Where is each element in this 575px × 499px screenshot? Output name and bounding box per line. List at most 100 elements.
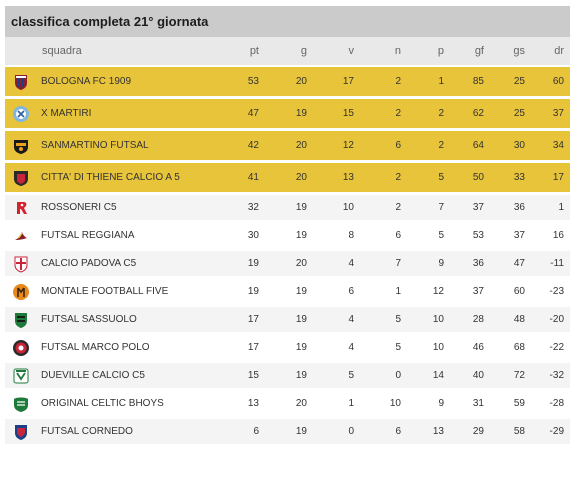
stat-v: 10 (313, 195, 360, 223)
stat-dr: -11 (531, 251, 570, 279)
stat-v: 12 (313, 131, 360, 163)
stat-gf: 62 (450, 99, 490, 131)
stat-gs: 30 (490, 131, 531, 163)
stat-gf: 50 (450, 163, 490, 195)
table-row[interactable]: MONTALE FOOTBALL FIVE 19 19 6 1 12 37 60 -23 (5, 279, 570, 307)
header-n[interactable]: n (360, 37, 407, 67)
stat-pt: 32 (206, 195, 265, 223)
stat-g: 19 (265, 195, 313, 223)
stat-v: 4 (313, 307, 360, 335)
header-gs[interactable]: gs (490, 37, 531, 67)
stat-gs: 60 (490, 279, 531, 307)
stat-gs: 25 (490, 67, 531, 99)
stat-g: 20 (265, 391, 313, 419)
team-logo-cell (5, 163, 37, 195)
stat-n: 5 (360, 307, 407, 335)
table-row[interactable]: FUTSAL REGGIANA 30 19 8 6 5 53 37 16 (5, 223, 570, 251)
table-row[interactable]: X MARTIRI 47 19 15 2 2 62 25 37 (5, 99, 570, 131)
table-header-row: squadra pt g v n p gf gs dr (5, 37, 570, 67)
stat-p: 5 (407, 163, 450, 195)
stat-dr: 1 (531, 195, 570, 223)
table-row[interactable]: FUTSAL SASSUOLO 17 19 4 5 10 28 48 -20 (5, 307, 570, 335)
table-row[interactable]: SANMARTINO FUTSAL 42 20 12 6 2 64 30 34 (5, 131, 570, 163)
stat-gf: 64 (450, 131, 490, 163)
stat-n: 2 (360, 99, 407, 131)
stat-g: 19 (265, 307, 313, 335)
stat-dr: -23 (531, 279, 570, 307)
standings-panel: classifica completa 21° giornata squadra… (5, 6, 570, 447)
stat-g: 20 (265, 131, 313, 163)
team-name[interactable]: ORIGINAL CELTIC BHOYS (37, 391, 206, 419)
team-name[interactable]: CITTA' DI THIENE CALCIO A 5 (37, 163, 206, 195)
team-logo-cell (5, 67, 37, 99)
stat-g: 20 (265, 163, 313, 195)
stat-dr: -28 (531, 391, 570, 419)
stat-n: 6 (360, 223, 407, 251)
stat-gf: 37 (450, 195, 490, 223)
team-name[interactable]: FUTSAL MARCO POLO (37, 335, 206, 363)
stat-gf: 36 (450, 251, 490, 279)
team-logo-cell (5, 223, 37, 251)
team-name[interactable]: FUTSAL CORNEDO (37, 419, 206, 447)
team-logo-cell (5, 307, 37, 335)
team-logo-cell (5, 195, 37, 223)
table-row[interactable]: CALCIO PADOVA C5 19 20 4 7 9 36 47 -11 (5, 251, 570, 279)
table-row[interactable]: DUEVILLE CALCIO C5 15 19 5 0 14 40 72 -32 (5, 363, 570, 391)
stat-p: 12 (407, 279, 450, 307)
header-pt[interactable]: pt (206, 37, 265, 67)
reggiana-crest-icon (12, 227, 30, 245)
stat-v: 6 (313, 279, 360, 307)
table-row[interactable]: FUTSAL MARCO POLO 17 19 4 5 10 46 68 -22 (5, 335, 570, 363)
stat-g: 19 (265, 223, 313, 251)
team-name[interactable]: DUEVILLE CALCIO C5 (37, 363, 206, 391)
stat-dr: 34 (531, 131, 570, 163)
stat-p: 10 (407, 335, 450, 363)
table-row[interactable]: ORIGINAL CELTIC BHOYS 13 20 1 10 9 31 59 -28 (5, 391, 570, 419)
table-row[interactable]: FUTSAL CORNEDO 6 19 0 6 13 29 58 -29 (5, 419, 570, 447)
team-name[interactable]: FUTSAL REGGIANA (37, 223, 206, 251)
team-name[interactable]: ROSSONERI C5 (37, 195, 206, 223)
stat-dr: 60 (531, 67, 570, 99)
table-row[interactable]: BOLOGNA FC 1909 53 20 17 2 1 85 25 60 (5, 67, 570, 99)
team-logo-cell (5, 99, 37, 131)
stat-gf: 40 (450, 363, 490, 391)
team-name[interactable]: X MARTIRI (37, 99, 206, 131)
stat-n: 2 (360, 195, 407, 223)
stat-n: 6 (360, 419, 407, 447)
stat-n: 6 (360, 131, 407, 163)
team-name[interactable]: CALCIO PADOVA C5 (37, 251, 206, 279)
stat-pt: 15 (206, 363, 265, 391)
header-v[interactable]: v (313, 37, 360, 67)
stat-dr: -29 (531, 419, 570, 447)
stat-g: 19 (265, 335, 313, 363)
stat-pt: 30 (206, 223, 265, 251)
padova-crest-icon (12, 255, 30, 273)
header-squadra[interactable]: squadra (37, 37, 206, 67)
stat-dr: -32 (531, 363, 570, 391)
stat-gf: 46 (450, 335, 490, 363)
bologna-crest-icon (12, 73, 30, 91)
team-name[interactable]: FUTSAL SASSUOLO (37, 307, 206, 335)
x-martiri-crest-icon (12, 105, 30, 123)
table-row[interactable]: CITTA' DI THIENE CALCIO A 5 41 20 13 2 5 50 33 1… (5, 163, 570, 195)
table-row[interactable]: ROSSONERI C5 32 19 10 2 7 37 36 1 (5, 195, 570, 223)
standings-table: squadra pt g v n p gf gs dr BOLOGNA FC 1… (5, 37, 570, 447)
header-p[interactable]: p (407, 37, 450, 67)
stat-gs: 25 (490, 99, 531, 131)
stat-p: 7 (407, 195, 450, 223)
stat-g: 19 (265, 363, 313, 391)
stat-pt: 47 (206, 99, 265, 131)
header-dr[interactable]: dr (531, 37, 570, 67)
team-logo-cell (5, 363, 37, 391)
stat-gs: 72 (490, 363, 531, 391)
team-name[interactable]: MONTALE FOOTBALL FIVE (37, 279, 206, 307)
stat-n: 0 (360, 363, 407, 391)
stat-g: 20 (265, 251, 313, 279)
team-name[interactable]: SANMARTINO FUTSAL (37, 131, 206, 163)
team-logo-cell (5, 131, 37, 163)
header-gf[interactable]: gf (450, 37, 490, 67)
stat-g: 19 (265, 99, 313, 131)
team-name[interactable]: BOLOGNA FC 1909 (37, 67, 206, 99)
header-g[interactable]: g (265, 37, 313, 67)
stat-gf: 28 (450, 307, 490, 335)
